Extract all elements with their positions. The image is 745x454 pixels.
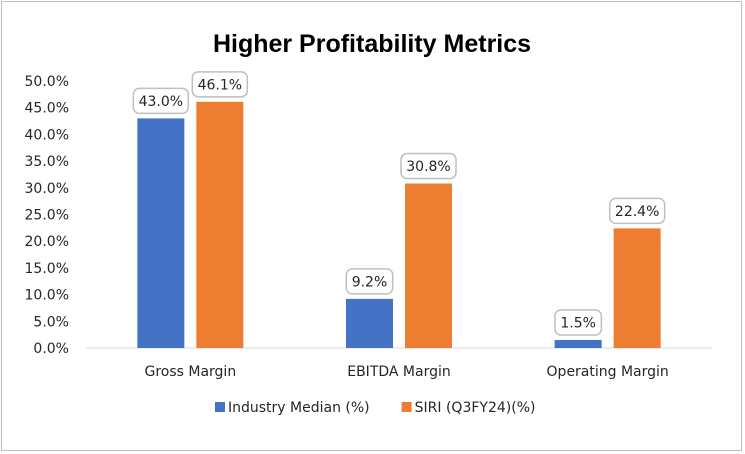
category-label: Gross Margin [144,364,236,380]
y-tick-label: 50.0% [25,74,69,90]
data-label-box [132,87,190,115]
data-label: 43.0% [139,94,183,110]
y-tick-label: 15.0% [25,261,69,277]
category-label: EBITDA Margin [347,364,451,380]
x-axis: Gross Margin EBITDA Margin Operating Margi… [144,364,668,380]
legend: Industry Median (%) SIRI (Q3FY24)(%) [215,400,535,416]
bars [137,101,661,349]
data-label-box [554,309,603,336]
y-axis: 0.0% 5.0% 10.0% 15.0% 20.0% 25.0% 30.0% 35.0% 40… [25,74,69,357]
y-tick-label: 30.0% [25,181,69,197]
data-label: 1.5% [560,315,596,331]
bar [405,183,452,348]
legend-swatch [401,402,412,412]
y-tick-label: 5.0% [33,314,69,330]
y-tick-label: 45.0% [25,101,69,117]
chart-title: Higher Profitability Metrics [213,30,531,58]
y-tick-label: 35.0% [25,154,69,170]
data-label: 30.8% [406,159,450,175]
category-label: Operating Margin [547,364,669,380]
y-tick-label: 0.0% [33,341,69,357]
data-label-box [608,197,666,225]
bar [613,228,661,348]
data-label: 46.1% [198,77,242,93]
bar [346,298,393,348]
y-tick-label: 25.0% [25,208,69,224]
bar [554,339,602,348]
data-label: 9.2% [352,274,388,290]
bar [137,118,185,348]
data-label-box [400,152,457,180]
y-tick-label: 40.0% [25,127,69,143]
legend-label: Industry Median (%) [228,400,370,416]
y-tick-label: 10.0% [25,288,69,304]
data-label-box [191,71,249,98]
legend-label: SIRI (Q3FY24)(%) [415,400,536,416]
data-label-box [345,268,394,295]
bar [196,101,244,349]
data-labels: 43.0% 46.1% 9.2% 30.8% 1.5% 22.4% [132,71,666,336]
data-label: 22.4% [615,204,659,220]
legend-swatch [215,402,225,412]
y-tick-label: 20.0% [25,234,69,250]
